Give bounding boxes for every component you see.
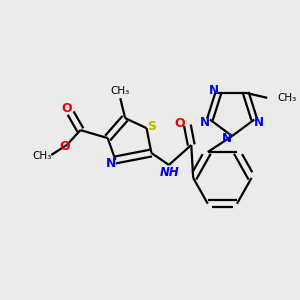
Text: CH₃: CH₃ [277, 93, 296, 103]
Text: CH₃: CH₃ [32, 151, 51, 161]
Text: O: O [61, 102, 72, 115]
Text: O: O [174, 117, 185, 130]
Text: N: N [254, 116, 264, 129]
Text: NH: NH [160, 167, 180, 179]
Text: N: N [106, 158, 117, 170]
Text: CH₃: CH₃ [111, 86, 130, 96]
Text: S: S [147, 120, 156, 133]
Text: O: O [60, 140, 70, 152]
Text: N: N [222, 132, 232, 145]
Text: N: N [200, 116, 210, 129]
Text: N: N [208, 84, 218, 98]
